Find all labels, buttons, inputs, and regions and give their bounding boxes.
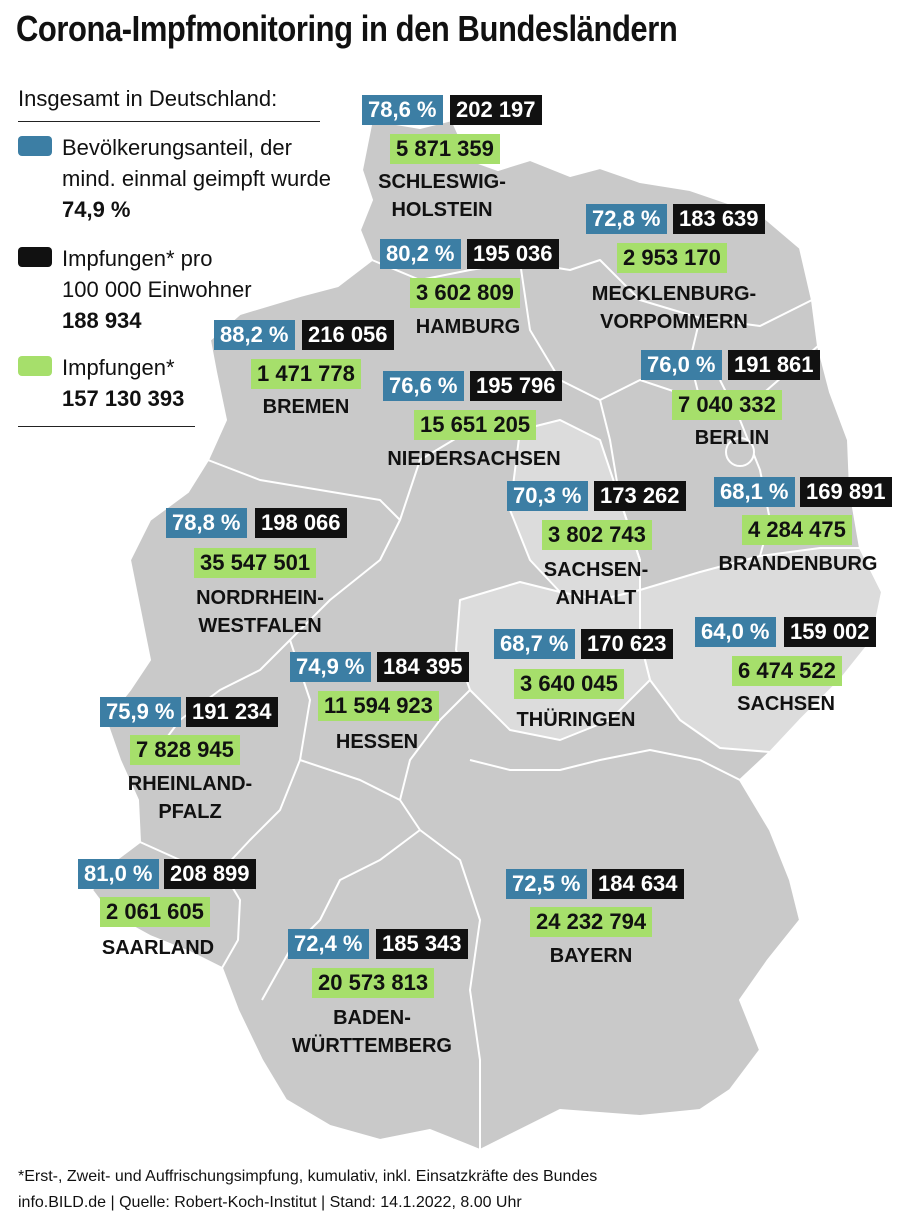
st-per100k: 173 262 — [594, 481, 686, 511]
bw-per100k: 185 343 — [376, 929, 468, 959]
sh-name: SCHLESWIG- HOLSTEIN — [378, 171, 506, 221]
legend-value: 157 130 393 — [62, 386, 185, 411]
hh-pct: 80,2 % — [380, 239, 461, 269]
he-pct: 74,9 % — [290, 652, 371, 682]
by-per100k: 184 634 — [592, 869, 684, 899]
be-per100k: 191 861 — [728, 350, 820, 380]
by-total: 24 232 794 — [530, 907, 653, 937]
he-total: 11 594 923 — [318, 691, 439, 721]
bb-name: BRANDENBURG — [718, 553, 878, 575]
legend-top-rule — [18, 121, 320, 122]
rp-total: 7 828 945 — [130, 735, 240, 765]
source-line: info.BILD.de | Quelle: Robert-Koch-Insti… — [18, 1194, 522, 1211]
st-total: 3 802 743 — [542, 520, 652, 550]
by-name: BAYERN — [549, 945, 633, 967]
bw-total: 20 573 813 — [312, 968, 435, 998]
watermark: 知乎 @德国柚子 — [680, 1169, 856, 1196]
hb-total: 1 471 778 — [251, 359, 361, 389]
sl-per100k: 208 899 — [164, 859, 256, 889]
mv-pct: 72,8 % — [586, 204, 667, 234]
legend-label: Bevölkerungsanteil, der — [62, 135, 292, 160]
ni-pct: 76,6 % — [383, 371, 464, 401]
sn-pct: 64,0 % — [695, 617, 776, 647]
th-pct: 68,7 % — [494, 629, 575, 659]
sl-total: 2 061 605 — [100, 897, 210, 927]
sl-pct: 81,0 % — [78, 859, 159, 889]
sn-per100k: 159 002 — [784, 617, 876, 647]
nw-pct: 78,8 % — [166, 508, 247, 538]
bw-name: BADEN- WÜRTTEMBERG — [292, 1007, 452, 1057]
sl-name: SAARLAND — [101, 937, 215, 959]
nw-name: NORDRHEIN- WESTFALEN — [196, 587, 324, 637]
mv-per100k: 183 639 — [673, 204, 765, 234]
th-name: THÜRINGEN — [516, 709, 636, 731]
bb-per100k: 169 891 — [800, 477, 892, 507]
sn-total: 6 474 522 — [732, 656, 842, 686]
berlin-shape — [725, 437, 755, 467]
hb-pct: 88,2 % — [214, 320, 295, 350]
hh-name: HAMBURG — [415, 316, 521, 338]
legend-heading: Insgesamt in Deutschland: — [18, 86, 278, 111]
legend-label: 100 000 Einwohner — [62, 277, 252, 302]
rp-pct: 75,9 % — [100, 697, 181, 727]
rp-per100k: 191 234 — [186, 697, 278, 727]
legend-label: mind. einmal geimpft wurde — [62, 166, 332, 191]
legend-value: 188 934 — [62, 308, 142, 333]
be-total: 7 040 332 — [672, 390, 782, 420]
by-pct: 72,5 % — [506, 869, 587, 899]
bb-total: 4 284 475 — [742, 515, 852, 545]
th-per100k: 170 623 — [581, 629, 673, 659]
sh-total: 5 871 359 — [390, 134, 500, 164]
st-pct: 70,3 % — [507, 481, 588, 511]
bw-pct: 72,4 % — [288, 929, 369, 959]
legend-value: 74,9 % — [62, 197, 131, 222]
be-name: BERLIN — [694, 427, 770, 449]
sh-per100k: 202 197 — [450, 95, 542, 125]
legend-swatch-blue — [18, 136, 52, 156]
mv-total: 2 953 170 — [617, 243, 727, 273]
footnote: *Erst-, Zweit- und Auffrischungsimpfung,… — [18, 1168, 598, 1185]
nw-per100k: 198 066 — [255, 508, 347, 538]
be-pct: 76,0 % — [641, 350, 722, 380]
sn-name: SACHSEN — [737, 693, 835, 715]
st-name: SACHSEN- ANHALT — [543, 559, 649, 609]
rp-name: RHEINLAND- PFALZ — [127, 773, 253, 823]
sh-pct: 78,6 % — [362, 95, 443, 125]
ni-total: 15 651 205 — [414, 410, 537, 440]
hh-per100k: 195 036 — [467, 239, 559, 269]
page-title: Corona-Impfmonitoring in den Bundeslände… — [16, 8, 678, 49]
mv-name: MECKLENBURG- VORPOMMERN — [591, 283, 757, 333]
hb-per100k: 216 056 — [302, 320, 394, 350]
legend-label: Impfungen* — [62, 355, 175, 380]
bb-pct: 68,1 % — [714, 477, 795, 507]
ni-name: NIEDERSACHSEN — [387, 448, 561, 470]
he-per100k: 184 395 — [377, 652, 469, 682]
legend-label: Impfungen* pro — [62, 246, 213, 271]
th-total: 3 640 045 — [514, 669, 624, 699]
hh-total: 3 602 809 — [410, 278, 520, 308]
legend-swatch-black — [18, 247, 52, 267]
he-name: HESSEN — [335, 731, 419, 753]
ni-per100k: 195 796 — [470, 371, 562, 401]
nw-total: 35 547 501 — [194, 548, 317, 578]
legend-swatch-green — [18, 356, 52, 376]
legend-bottom-rule — [18, 426, 195, 427]
hb-name: BREMEN — [262, 396, 350, 418]
